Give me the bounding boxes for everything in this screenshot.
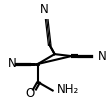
Text: N: N — [7, 57, 16, 70]
Text: O: O — [25, 87, 35, 100]
Text: N: N — [39, 3, 48, 16]
Text: NH₂: NH₂ — [57, 83, 79, 96]
Text: N: N — [98, 50, 107, 63]
